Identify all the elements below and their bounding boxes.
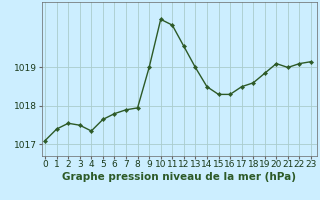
X-axis label: Graphe pression niveau de la mer (hPa): Graphe pression niveau de la mer (hPa): [62, 172, 296, 182]
